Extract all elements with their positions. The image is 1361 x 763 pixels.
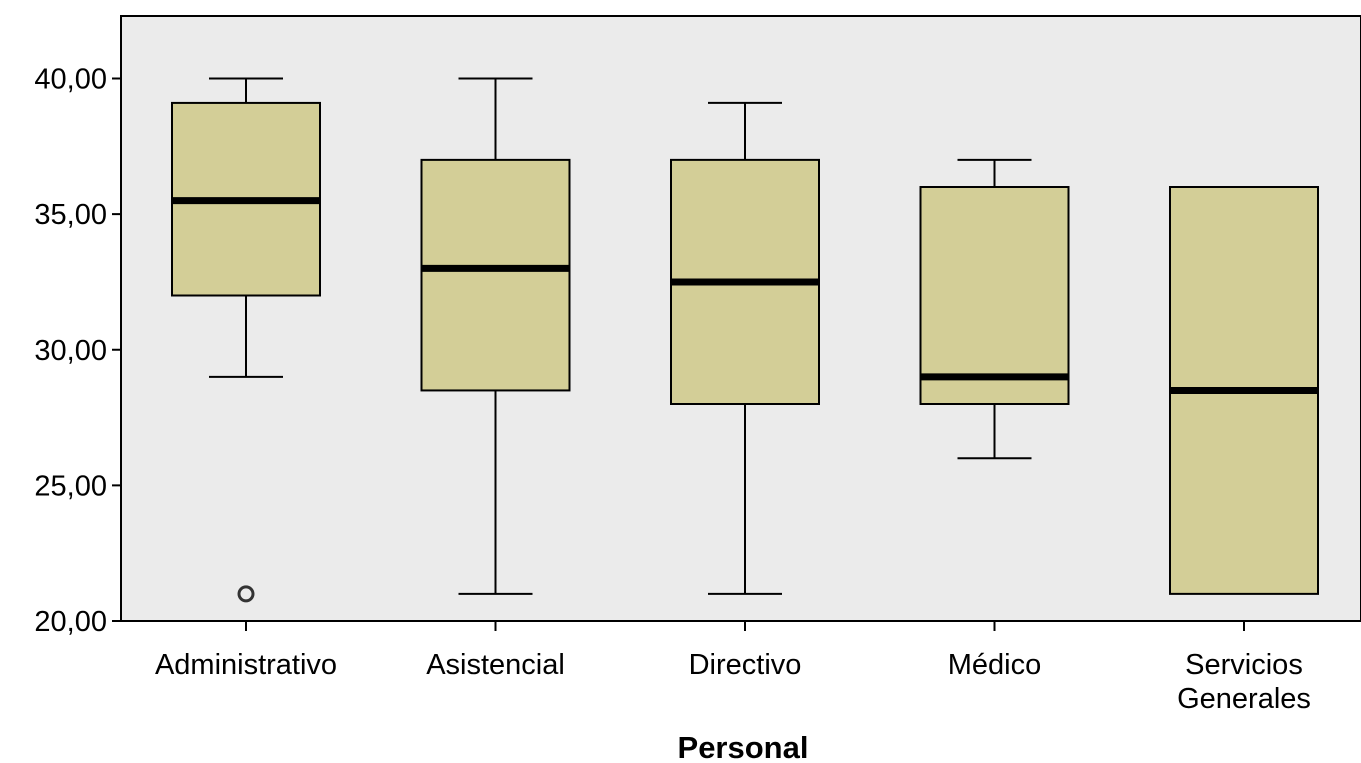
x-tick-label: Administrativo xyxy=(155,649,337,681)
outlier-point xyxy=(237,585,255,603)
x-tick-label: Médico xyxy=(948,649,1042,681)
box xyxy=(420,158,571,392)
y-tick-label: 25,00 xyxy=(34,470,107,502)
y-axis: 40,00 35,00 30,00 25,00 20,00 xyxy=(34,64,121,638)
y-tick-label: 20,00 xyxy=(34,606,107,638)
y-tick-label: 35,00 xyxy=(34,199,107,231)
x-axis: Administrativo Asistencial Directivo Médico… xyxy=(155,621,1311,715)
box-group xyxy=(171,77,321,603)
box-group xyxy=(420,77,571,595)
y-tick-label: 40,00 xyxy=(34,64,107,96)
x-tick-label: Directivo xyxy=(689,649,802,681)
box xyxy=(919,186,1070,405)
box-group xyxy=(919,158,1070,460)
box-group xyxy=(670,101,820,595)
x-tick-label: Generales xyxy=(1177,683,1311,715)
y-tick-label: 30,00 xyxy=(34,335,107,367)
x-axis-title: Personal xyxy=(678,730,809,763)
box-group xyxy=(1169,186,1319,595)
boxes-layer xyxy=(171,77,1319,603)
x-tick-label: Asistencial xyxy=(426,649,565,681)
x-tick-label: Servicios xyxy=(1185,649,1303,681)
